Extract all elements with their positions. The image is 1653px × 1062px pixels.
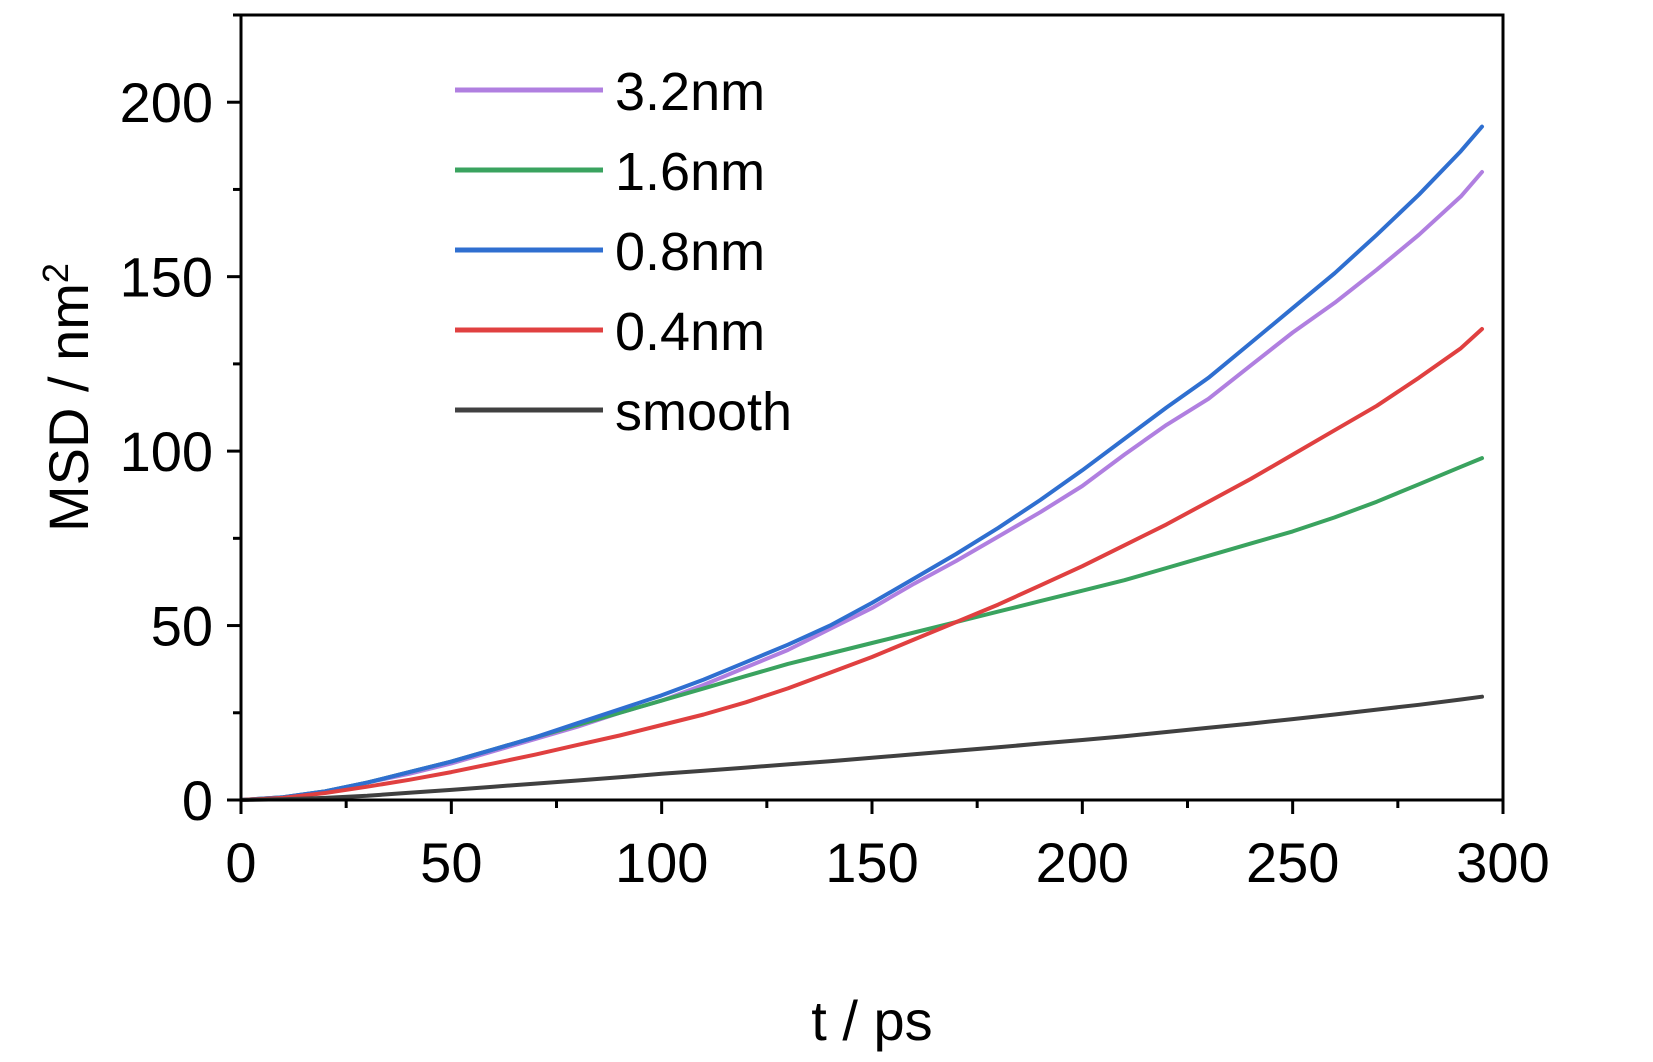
legend: 3.2nm 1.6nm 0.8nm 0.4nm smooth bbox=[455, 62, 792, 442]
y-tick-label: 100 bbox=[120, 420, 213, 483]
legend-label-0: 3.2nm bbox=[615, 62, 765, 122]
legend-label-3: 0.4nm bbox=[615, 302, 765, 362]
series-line-3 bbox=[239, 327, 1484, 802]
y-axis-title-sup: 2 bbox=[35, 263, 76, 283]
series-line-4 bbox=[239, 694, 1484, 802]
series-line-0 bbox=[239, 170, 1484, 802]
series-line-2 bbox=[239, 124, 1484, 802]
x-axis-title: t / ps bbox=[811, 989, 932, 1052]
x-tick-label: 200 bbox=[1036, 831, 1129, 894]
y-tick-label: 0 bbox=[182, 769, 213, 832]
x-tick-label: 250 bbox=[1246, 831, 1339, 894]
series-lines bbox=[239, 124, 1484, 802]
y-tick-label: 150 bbox=[120, 246, 213, 309]
x-tick-label: 150 bbox=[825, 831, 918, 894]
x-tick-label: 300 bbox=[1456, 831, 1549, 894]
legend-label-1: 1.6nm bbox=[615, 142, 765, 202]
x-tick-label: 0 bbox=[225, 831, 256, 894]
x-tick-label: 100 bbox=[615, 831, 708, 894]
y-axis-title: MSD / nm2 bbox=[35, 263, 101, 532]
y-tick-label: 200 bbox=[120, 71, 213, 134]
plot-frame bbox=[239, 13, 1505, 802]
x-tick-label: 50 bbox=[420, 831, 482, 894]
legend-label-2: 0.8nm bbox=[615, 222, 765, 282]
y-axis-ticks: 0 50 100 150 200 bbox=[120, 13, 241, 832]
series-line-1 bbox=[239, 456, 1484, 802]
legend-label-4: smooth bbox=[615, 382, 792, 442]
y-axis-title-base: MSD / nm bbox=[37, 283, 100, 532]
y-tick-label: 50 bbox=[151, 595, 213, 658]
x-axis-ticks: 0 50 100 150 200 250 300 bbox=[225, 800, 1550, 894]
